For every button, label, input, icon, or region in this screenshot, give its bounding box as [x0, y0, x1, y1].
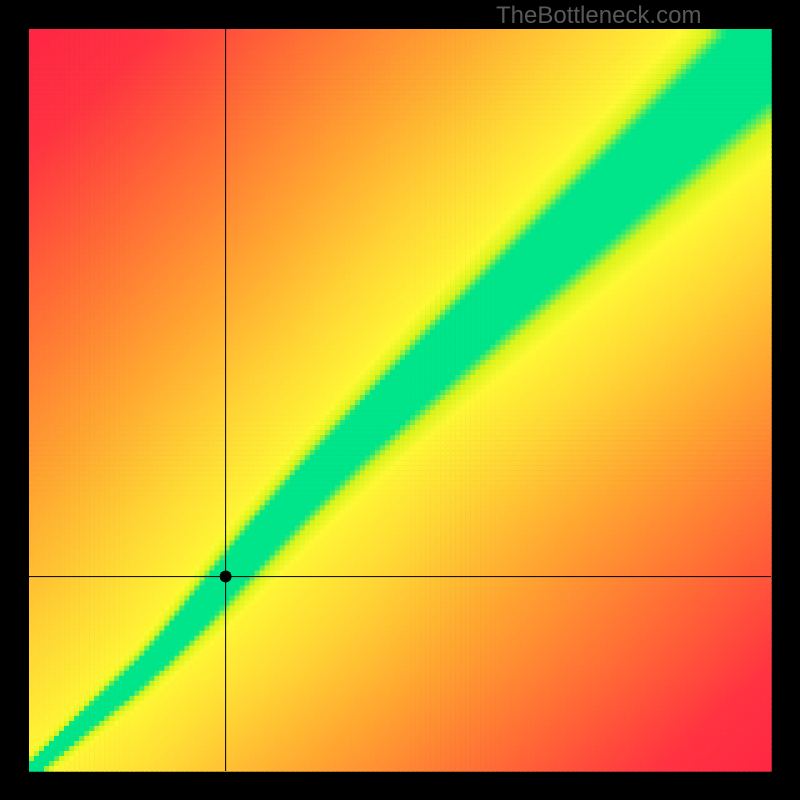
watermark-text: TheBottleneck.com: [496, 2, 701, 29]
chart-container: TheBottleneck.com: [0, 0, 800, 800]
bottleneck-heatmap: [0, 0, 800, 800]
watermark: TheBottleneck.com: [496, 2, 701, 30]
